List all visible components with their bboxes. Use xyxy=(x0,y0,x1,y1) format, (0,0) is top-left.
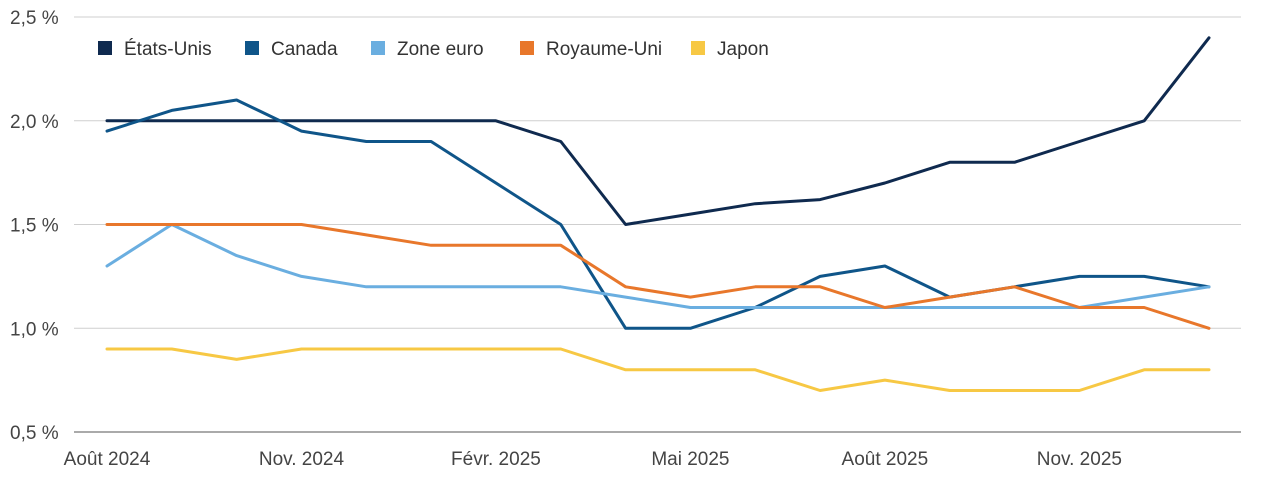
y-tick-label: 1,0 % xyxy=(10,319,59,340)
legend-label: États-Unis xyxy=(124,39,212,60)
legend: États-Unis Canada Zone euro Royaume-Uni Japo… xyxy=(98,39,769,60)
legend-label: Zone euro xyxy=(397,39,484,60)
x-tick-label: Févr. 2025 xyxy=(451,449,541,470)
series-line-2 xyxy=(105,223,1211,309)
y-tick-label: 2,5 % xyxy=(10,8,59,29)
x-tick-label: Août 2025 xyxy=(842,449,929,470)
x-tick-label: Août 2024 xyxy=(64,449,151,470)
y-tick-label: 2,0 % xyxy=(10,112,59,133)
legend-swatch xyxy=(520,41,534,55)
series-line-0 xyxy=(105,36,1211,226)
legend-swatch xyxy=(371,41,385,55)
legend-label: Canada xyxy=(271,39,338,60)
legend-swatch xyxy=(245,41,259,55)
series-line-4 xyxy=(105,347,1211,392)
x-tick-label: Nov. 2024 xyxy=(259,449,345,470)
legend-label: Royaume-Uni xyxy=(546,39,662,60)
y-tick-label: 0,5 % xyxy=(10,423,59,444)
series-lines xyxy=(105,36,1211,392)
legend-swatch xyxy=(691,41,705,55)
legend-swatch xyxy=(98,41,112,55)
legend-label: Japon xyxy=(717,39,769,60)
x-tick-label: Mai 2025 xyxy=(651,449,729,470)
y-axis-tick-labels: 0,5 % 1,0 % 1,5 % 2,0 % 2,5 % xyxy=(10,8,59,444)
series-line-3 xyxy=(105,223,1211,330)
x-tick-label: Nov. 2025 xyxy=(1037,449,1122,470)
series-line-1 xyxy=(105,98,1211,330)
y-tick-label: 1,5 % xyxy=(10,216,59,237)
x-axis-tick-labels: Août 2024 Nov. 2024 Févr. 2025 Mai 2025 Août… xyxy=(64,449,1122,470)
